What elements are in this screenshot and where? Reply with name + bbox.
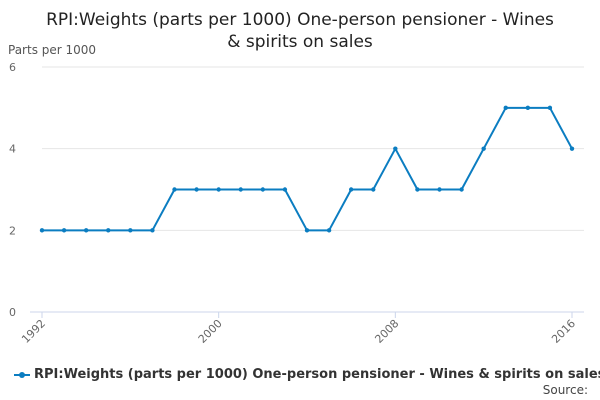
x-tick-label-2008: 2008: [372, 317, 401, 346]
legend[interactable]: RPI:Weights (parts per 1000) One-person …: [14, 367, 600, 382]
data-point-2004[interactable]: [304, 228, 310, 233]
chart-title: RPI:Weights (parts per 1000) One-person …: [0, 9, 600, 53]
data-point-2011[interactable]: [459, 187, 464, 192]
data-point-2002[interactable]: [260, 187, 266, 192]
data-point-1996[interactable]: [128, 228, 133, 233]
data-point-1993[interactable]: [61, 228, 67, 233]
data-point-1998[interactable]: [172, 187, 177, 192]
data-point-2015[interactable]: [547, 105, 553, 111]
data-point-2014[interactable]: [525, 105, 531, 111]
y-tick-label-2: 2: [9, 224, 16, 237]
data-point-2013[interactable]: [503, 105, 508, 111]
data-point-2016[interactable]: [569, 146, 575, 151]
y-tick-label-6: 6: [9, 61, 16, 74]
data-point-2009[interactable]: [415, 187, 420, 192]
data-point-1999[interactable]: [194, 187, 199, 192]
chart-title-line-1: RPI:Weights (parts per 1000) One-person …: [46, 10, 554, 30]
data-point-1997[interactable]: [150, 228, 155, 233]
data-point-2001[interactable]: [238, 187, 243, 192]
legend-swatch: [14, 369, 30, 381]
y-tick-labels: 0 2 4 6: [9, 61, 16, 319]
source-label: Source:: [542, 383, 588, 397]
data-point-2003[interactable]: [282, 187, 288, 192]
y-axis-label: Parts per 1000: [8, 43, 97, 57]
x-tick-label-2000: 2000: [196, 317, 225, 346]
data-point-2007[interactable]: [371, 187, 376, 192]
chart-title-line-2: & spirits on sales: [227, 32, 373, 52]
data-point-2012[interactable]: [481, 146, 486, 151]
grid-lines: [42, 66, 584, 231]
x-axis: 1992 2000 2008 2016: [19, 311, 584, 346]
data-point-1992[interactable]: [39, 228, 45, 233]
data-point-2005[interactable]: [326, 228, 332, 233]
data-point-1994[interactable]: [83, 228, 89, 233]
y-tick-label-0: 0: [9, 306, 16, 319]
series-line-0: [42, 106, 573, 232]
x-tick-label-1992: 1992: [19, 317, 48, 346]
data-point-1995[interactable]: [106, 228, 111, 233]
y-tick-label-4: 4: [9, 143, 16, 156]
data-point-2010[interactable]: [437, 187, 442, 192]
legend-dot: [19, 371, 25, 378]
series-group: [39, 105, 575, 233]
data-point-2000[interactable]: [216, 187, 221, 192]
legend-label: RPI:Weights (parts per 1000) One-person …: [34, 367, 600, 382]
data-point-2006[interactable]: [348, 187, 354, 192]
data-point-2008[interactable]: [393, 146, 398, 151]
x-tick-label-2016: 2016: [549, 317, 578, 346]
